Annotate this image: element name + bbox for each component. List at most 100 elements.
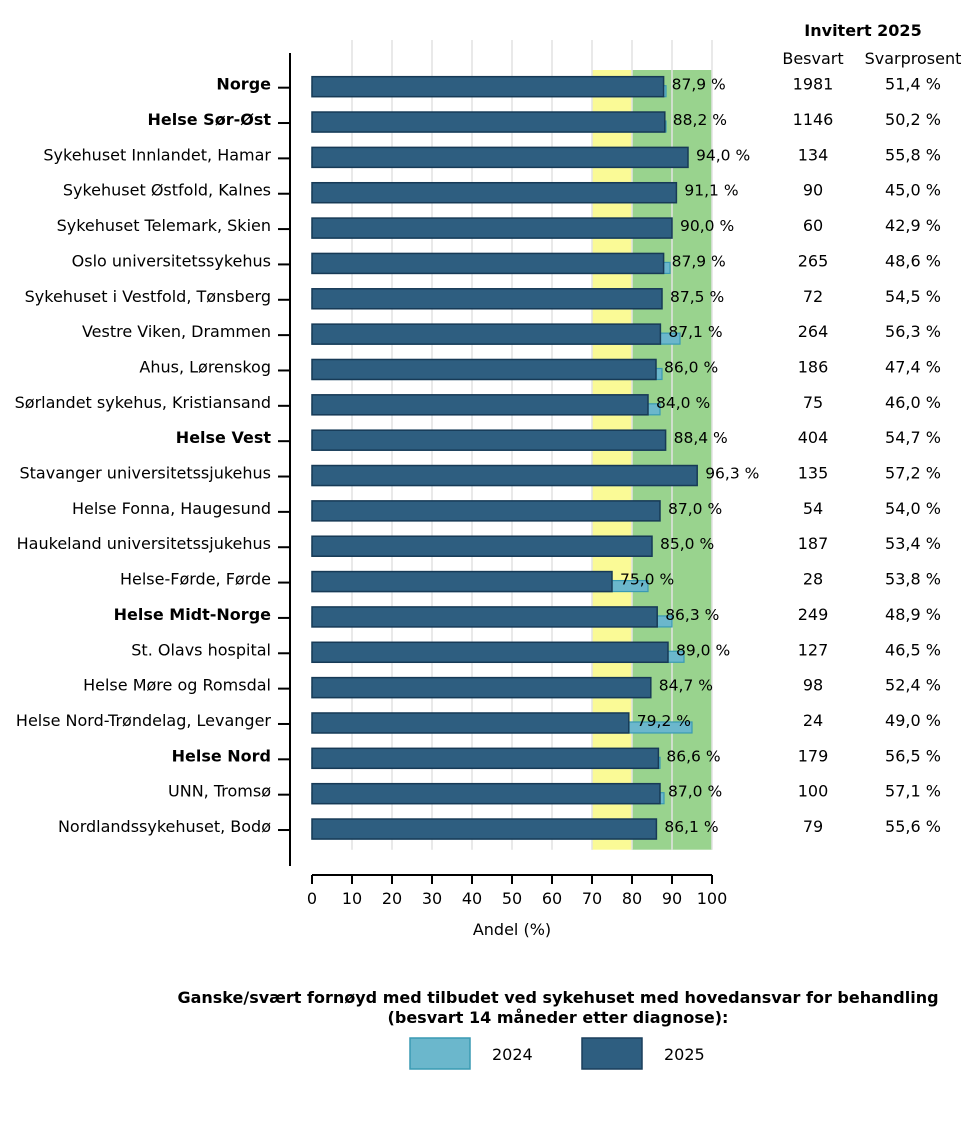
x-axis-label: Andel (%)	[473, 920, 551, 939]
table-svarprosent-3: 45,0 %	[885, 181, 941, 200]
value-label-20: 87,0 %	[668, 783, 722, 801]
value-label-21: 86,1 %	[664, 818, 718, 836]
table-besvart-10: 404	[798, 428, 829, 447]
bar-2025-5	[311, 252, 665, 275]
table-besvart-13: 187	[798, 534, 829, 553]
table-svarprosent-20: 57,1 %	[885, 782, 941, 801]
value-label-16: 89,0 %	[676, 641, 730, 659]
legend-title-line1: Ganske/svært fornøyd med tilbudet ved sy…	[177, 988, 938, 1007]
legend-swatch-2024	[409, 1037, 471, 1070]
category-label-5: Oslo universitetssykehus	[72, 251, 271, 270]
x-tick-label-0: 0	[307, 889, 317, 908]
category-label-6: Sykehuset i Vestfold, Tønsberg	[25, 287, 271, 306]
bar-2025-1	[311, 111, 666, 133]
table-besvart-1: 1146	[793, 110, 834, 129]
value-label-10: 88,4 %	[674, 429, 728, 447]
table-svarprosent-11: 57,2 %	[885, 464, 941, 483]
table-title: Invitert 2025	[804, 21, 921, 40]
bar-2025-19	[311, 747, 660, 770]
value-label-3: 91,1 %	[684, 182, 738, 200]
value-label-15: 86,3 %	[665, 606, 719, 624]
x-tick-label-60: 60	[542, 889, 562, 908]
table-svarprosent-0: 51,4 %	[885, 75, 941, 94]
value-label-1: 88,2 %	[673, 111, 727, 129]
value-label-14: 75,0 %	[620, 571, 674, 589]
table-svarprosent-10: 54,7 %	[885, 428, 941, 447]
table-svarprosent-7: 56,3 %	[885, 322, 941, 341]
table-svarprosent-17: 52,4 %	[885, 676, 941, 695]
category-label-21: Nordlandssykehuset, Bodø	[58, 817, 271, 836]
table-svarprosent-14: 53,8 %	[885, 570, 941, 589]
table-besvart-20: 100	[798, 782, 829, 801]
table-svarprosent-5: 48,6 %	[885, 251, 941, 270]
table-svarprosent-4: 42,9 %	[885, 216, 941, 235]
category-label-19: Helse Nord	[172, 746, 271, 765]
table-svarprosent-19: 56,5 %	[885, 746, 941, 765]
value-label-0: 87,9 %	[672, 76, 726, 94]
table-besvart-16: 127	[798, 640, 829, 659]
bar-2025-6	[311, 288, 663, 310]
bar-2025-0	[311, 75, 665, 98]
bar-2025-8	[311, 358, 657, 381]
value-label-12: 87,0 %	[668, 500, 722, 518]
category-label-14: Helse-Førde, Førde	[120, 570, 271, 589]
bar-2025-18	[311, 712, 630, 734]
table-svarprosent-18: 49,0 %	[885, 711, 941, 730]
legend-title-line2: (besvart 14 måneder etter diagnose):	[388, 1008, 729, 1027]
bar-2025-20	[311, 782, 661, 805]
axes: 0 10 20 30 40 50 60 70 80 90 100	[278, 53, 727, 908]
category-label-10: Helse Vest	[176, 428, 272, 447]
x-tick-label-90: 90	[662, 889, 682, 908]
response-table: Invitert 2025 Besvart Svarprosent 1981 51…	[782, 21, 961, 836]
bars	[311, 75, 698, 840]
table-besvart-5: 265	[798, 251, 829, 270]
x-tick-label-70: 70	[582, 889, 602, 908]
table-besvart-9: 75	[803, 393, 823, 412]
value-label-4: 90,0 %	[680, 217, 734, 235]
legend: Ganske/svært fornøyd med tilbudet ved sy…	[177, 988, 939, 1070]
table-svarprosent-21: 55,6 %	[885, 817, 941, 836]
category-labels: Norge Helse Sør-Øst Sykehuset Innlandet, H…	[15, 75, 272, 836]
category-label-3: Sykehuset Østfold, Kalnes	[63, 181, 271, 200]
category-label-7: Vestre Viken, Drammen	[82, 322, 271, 341]
x-tick-label-30: 30	[422, 889, 442, 908]
table-besvart-17: 98	[803, 676, 823, 695]
value-label-6: 87,5 %	[670, 288, 724, 306]
table-besvart-15: 249	[798, 605, 829, 624]
table-col-besvart: Besvart	[782, 49, 843, 68]
category-label-20: UNN, Tromsø	[168, 782, 271, 801]
bar-2025-4	[311, 217, 673, 239]
category-label-4: Sykehuset Telemark, Skien	[57, 216, 271, 235]
value-label-8: 86,0 %	[664, 358, 718, 376]
value-label-5: 87,9 %	[672, 252, 726, 270]
bar-2025-9	[311, 394, 649, 416]
category-label-18: Helse Nord-Trøndelag, Levanger	[16, 711, 272, 730]
category-label-8: Ahus, Lørenskog	[139, 357, 271, 376]
bar-2025-16	[311, 641, 669, 664]
value-label-11: 96,3 %	[705, 465, 759, 483]
x-tick-label-50: 50	[502, 889, 522, 908]
table-svarprosent-9: 46,0 %	[885, 393, 941, 412]
x-tick-label-10: 10	[342, 889, 362, 908]
table-svarprosent-15: 48,9 %	[885, 605, 941, 624]
table-besvart-18: 24	[803, 711, 823, 730]
value-label-13: 85,0 %	[660, 535, 714, 553]
category-label-17: Helse Møre og Romsdal	[83, 676, 271, 695]
value-label-18: 79,2 %	[637, 712, 691, 730]
table-besvart-8: 186	[798, 357, 829, 376]
category-label-16: St. Olavs hospital	[131, 640, 271, 659]
table-besvart-2: 134	[798, 145, 829, 164]
table-besvart-0: 1981	[793, 75, 834, 94]
x-tick-label-100: 100	[697, 889, 728, 908]
bar-2025-2	[311, 146, 689, 169]
category-label-11: Stavanger universitetssjukehus	[19, 464, 271, 483]
bar-2025-10	[311, 429, 667, 451]
value-label-17: 84,7 %	[659, 677, 713, 695]
x-tick-label-40: 40	[462, 889, 482, 908]
table-besvart-19: 179	[798, 746, 829, 765]
table-svarprosent-6: 54,5 %	[885, 287, 941, 306]
table-besvart-12: 54	[803, 499, 823, 518]
x-tick-label-20: 20	[382, 889, 402, 908]
x-tick-label-80: 80	[622, 889, 642, 908]
